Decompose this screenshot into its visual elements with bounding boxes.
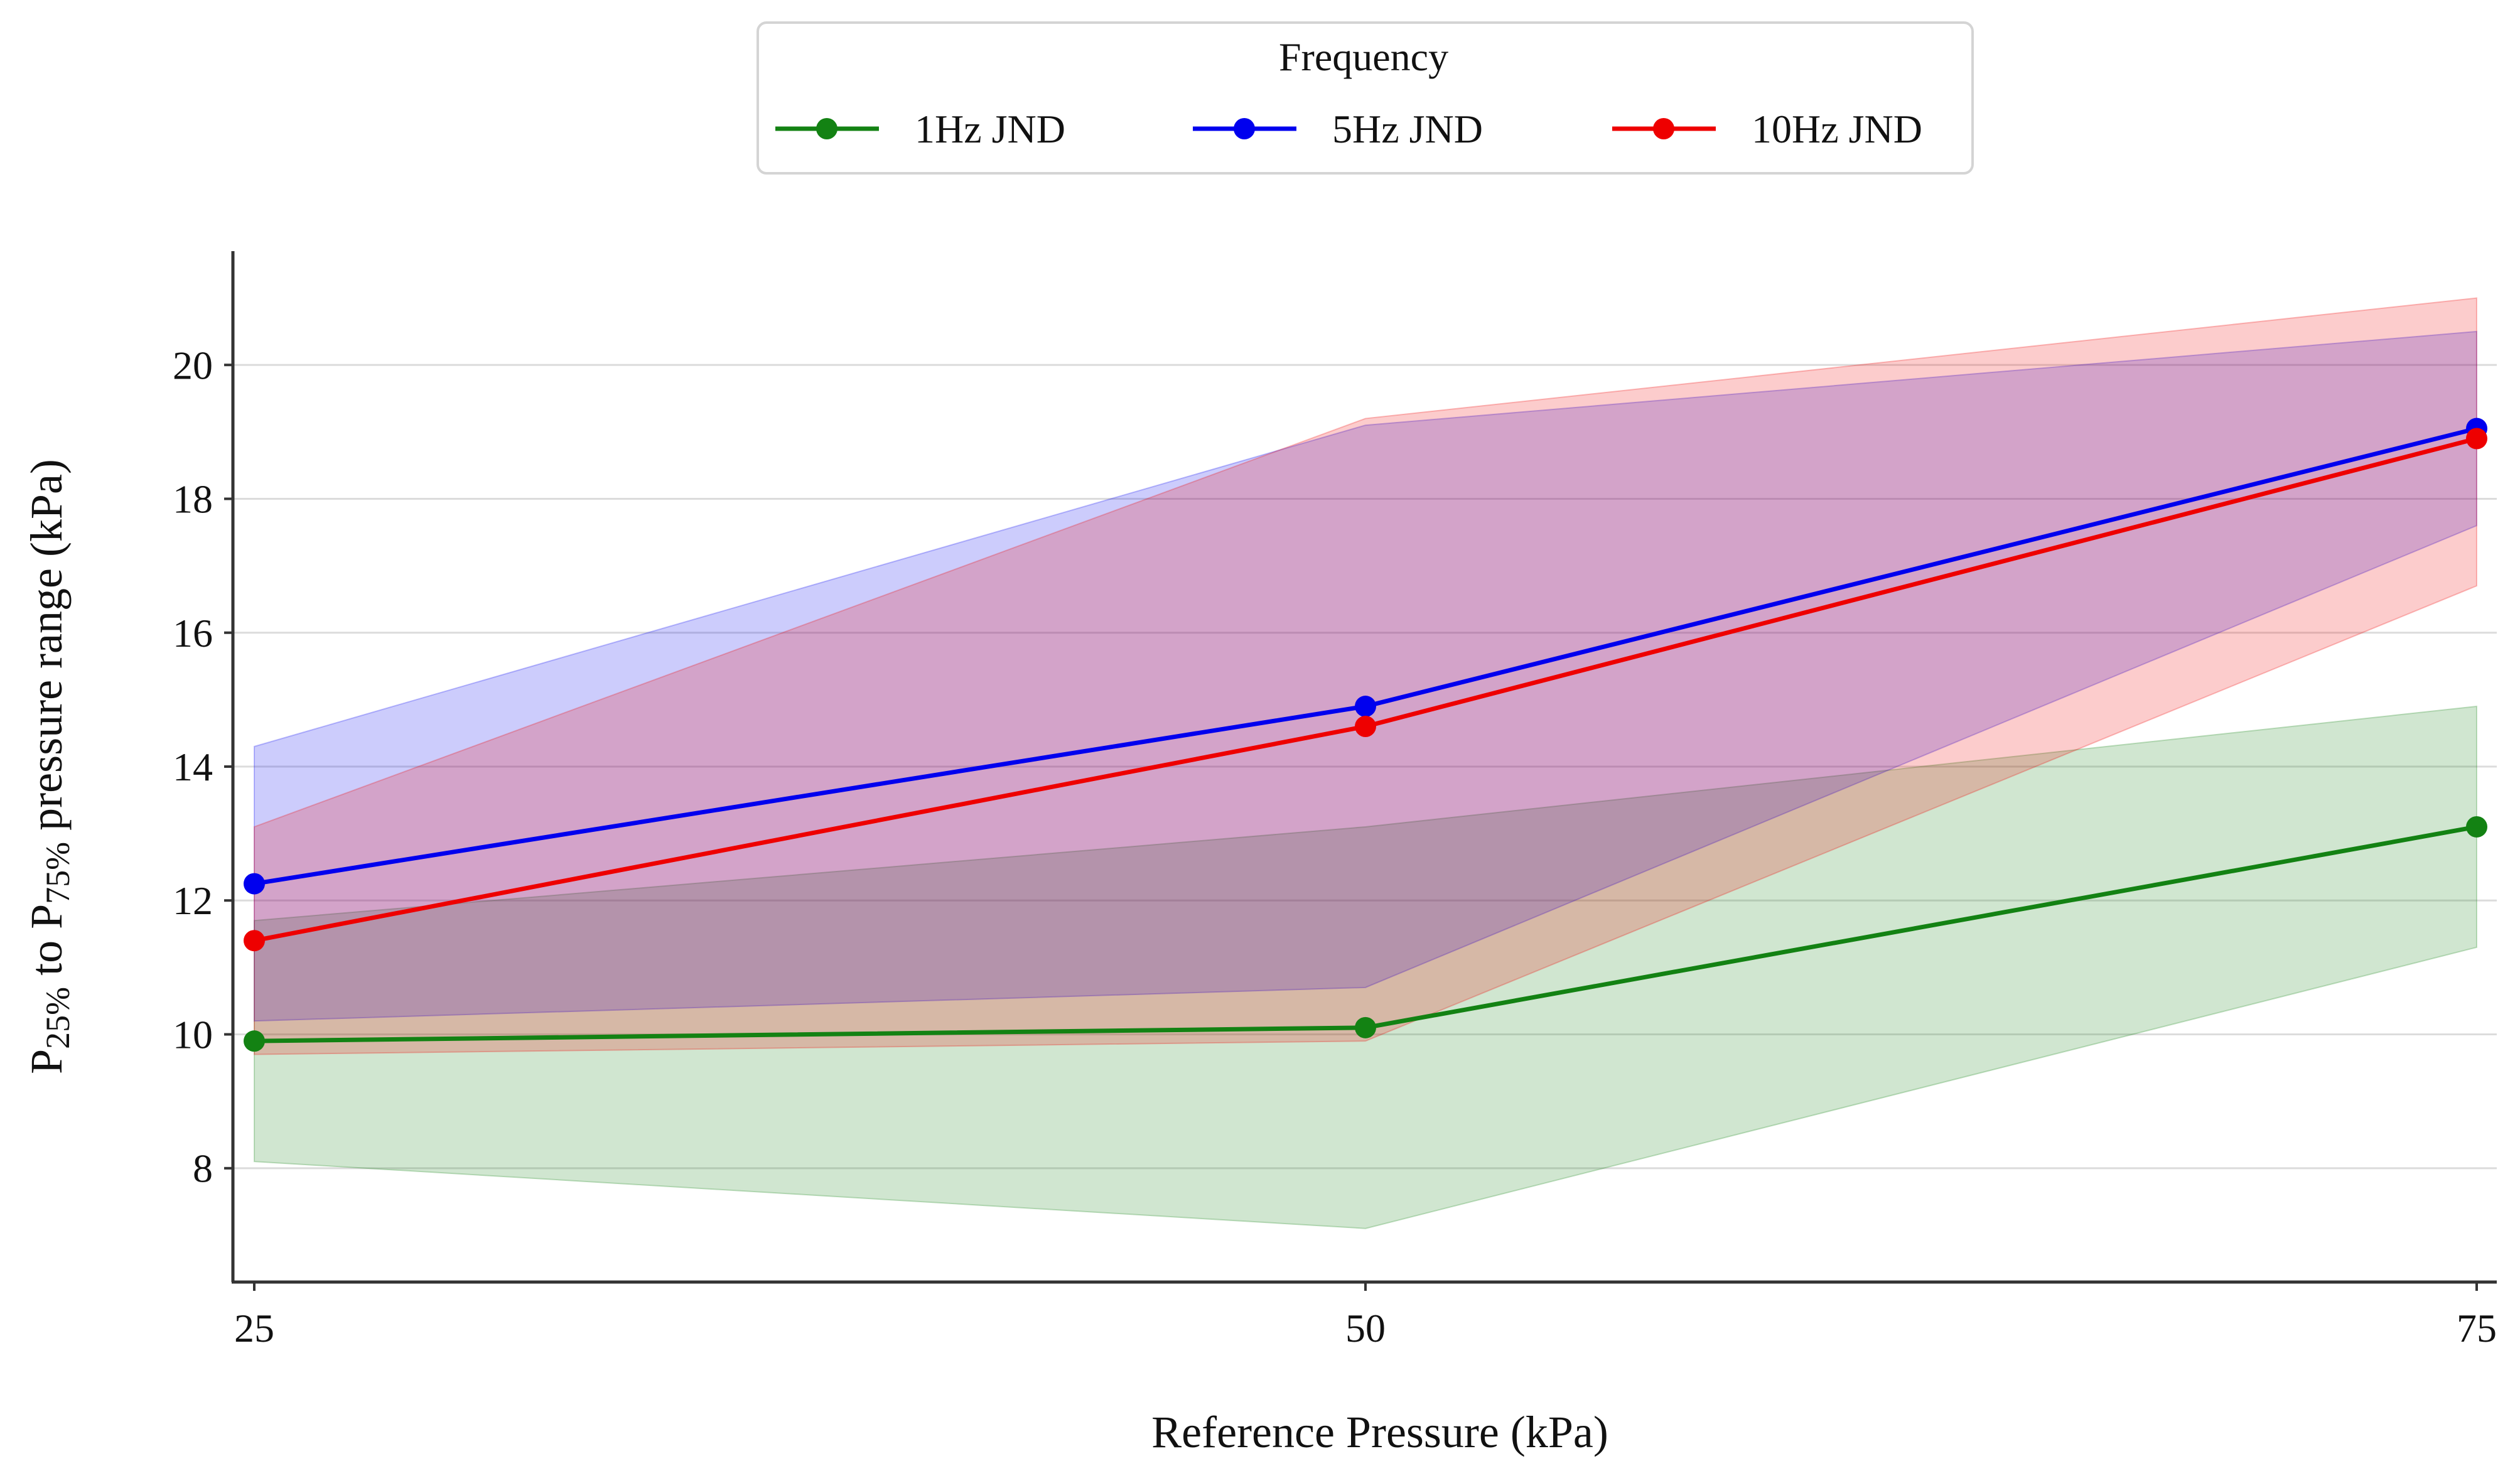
- point-1hz-jnd: [244, 1030, 265, 1052]
- y-ticks: 8 10 12 14 16 18 20: [173, 343, 233, 1191]
- point-1hz-jnd: [1355, 1016, 1376, 1038]
- legend-label: 10Hz JND: [1752, 107, 1922, 151]
- y-tick-label: 18: [173, 477, 213, 522]
- x-axis-title: Reference Pressure (kPa): [1151, 1407, 1608, 1457]
- confidence-bands: [254, 297, 2477, 1229]
- point-5hz-jnd: [244, 873, 265, 895]
- y-tick-label: 14: [173, 745, 213, 789]
- band-10hz-jnd: [254, 297, 2477, 1055]
- point-1hz-jnd: [2466, 816, 2487, 838]
- y-axis-title-prefix: P: [21, 1049, 72, 1074]
- legend: Frequency 1Hz JND 5Hz JND 10Hz JND: [757, 21, 1974, 175]
- y-tick-label: 20: [173, 343, 213, 387]
- band-1hz-jnd: [254, 705, 2477, 1229]
- legend-label: 5Hz JND: [1332, 107, 1483, 151]
- y-axis-title-sub2: 75%: [39, 842, 77, 904]
- point-5hz-jnd: [1355, 696, 1376, 718]
- legend-marker: [1234, 118, 1255, 139]
- y-tick-label: 8: [193, 1146, 213, 1191]
- point-10hz-jnd: [244, 930, 265, 952]
- legend-item: 10Hz JND: [1612, 107, 1922, 151]
- x-tick-label: 50: [1345, 1306, 1386, 1350]
- legend-item: 1Hz JND: [775, 107, 1065, 151]
- band-5hz-jnd: [254, 330, 2477, 1022]
- y-tick-label: 10: [173, 1012, 213, 1057]
- legend-item: 5Hz JND: [1193, 107, 1483, 151]
- legend-title: Frequency: [1279, 35, 1448, 79]
- legend-marker: [816, 118, 837, 139]
- y-tick-label: 12: [173, 878, 213, 923]
- y-axis-title-middle: to P: [21, 904, 72, 987]
- legend-marker: [1653, 118, 1674, 139]
- x-ticks: 25 50 75: [234, 1282, 2497, 1350]
- point-10hz-jnd: [1355, 716, 1376, 738]
- y-tick-label: 16: [173, 611, 213, 655]
- x-tick-label: 25: [234, 1306, 274, 1350]
- series-points: [244, 418, 2487, 1052]
- point-10hz-jnd: [2466, 428, 2487, 450]
- y-axis-title: P25% to P75% pressure range (kPa): [21, 459, 77, 1074]
- x-tick-label: 75: [2457, 1306, 2497, 1350]
- y-axis-title-suffix: pressure range (kPa): [21, 459, 72, 842]
- legend-label: 1Hz JND: [915, 107, 1065, 151]
- y-axis-title-sub1: 25%: [39, 987, 77, 1049]
